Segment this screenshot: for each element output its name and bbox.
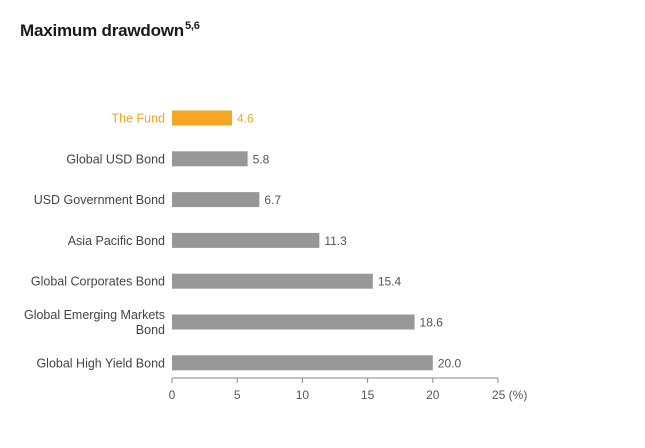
bar-1 xyxy=(172,151,248,167)
x-tick-label-2: 10 xyxy=(296,388,310,402)
category-label-1: Global USD Bond xyxy=(66,152,165,166)
bar-4 xyxy=(172,273,373,289)
chart-title: Maximum drawdown5,6 xyxy=(20,20,200,41)
chart-title-superscript: 5,6 xyxy=(185,20,200,32)
chart-title-text: Maximum drawdown xyxy=(20,21,184,40)
bar-3 xyxy=(172,232,320,248)
value-label-3: 11.3 xyxy=(324,234,347,248)
x-tick-label-1: 5 xyxy=(234,388,241,402)
category-label-0: The Fund xyxy=(111,112,165,126)
x-tick-label-4: 20 xyxy=(426,388,440,402)
value-label-2: 6.7 xyxy=(264,193,281,207)
bar-0 xyxy=(172,110,232,126)
bar-5 xyxy=(172,314,415,330)
value-label-1: 5.8 xyxy=(253,152,270,166)
category-label-2: USD Government Bond xyxy=(34,193,165,207)
category-label-6: Global High Yield Bond xyxy=(36,356,165,370)
value-label-5: 18.6 xyxy=(420,316,444,330)
category-label-5: Global Emerging Markets Bond xyxy=(24,308,165,337)
value-label-6: 20.0 xyxy=(438,356,462,370)
value-label-0: 4.6 xyxy=(237,112,254,126)
x-tick-label-3: 15 xyxy=(361,388,375,402)
x-tick-label-0: 0 xyxy=(169,388,176,402)
value-label-4: 15.4 xyxy=(378,275,402,289)
x-tick-label-5: 25 (%) xyxy=(492,388,527,402)
bar-6 xyxy=(172,355,433,371)
bar-2 xyxy=(172,192,260,208)
category-label-4: Global Corporates Bond xyxy=(31,275,165,289)
category-label-3: Asia Pacific Bond xyxy=(68,234,165,248)
